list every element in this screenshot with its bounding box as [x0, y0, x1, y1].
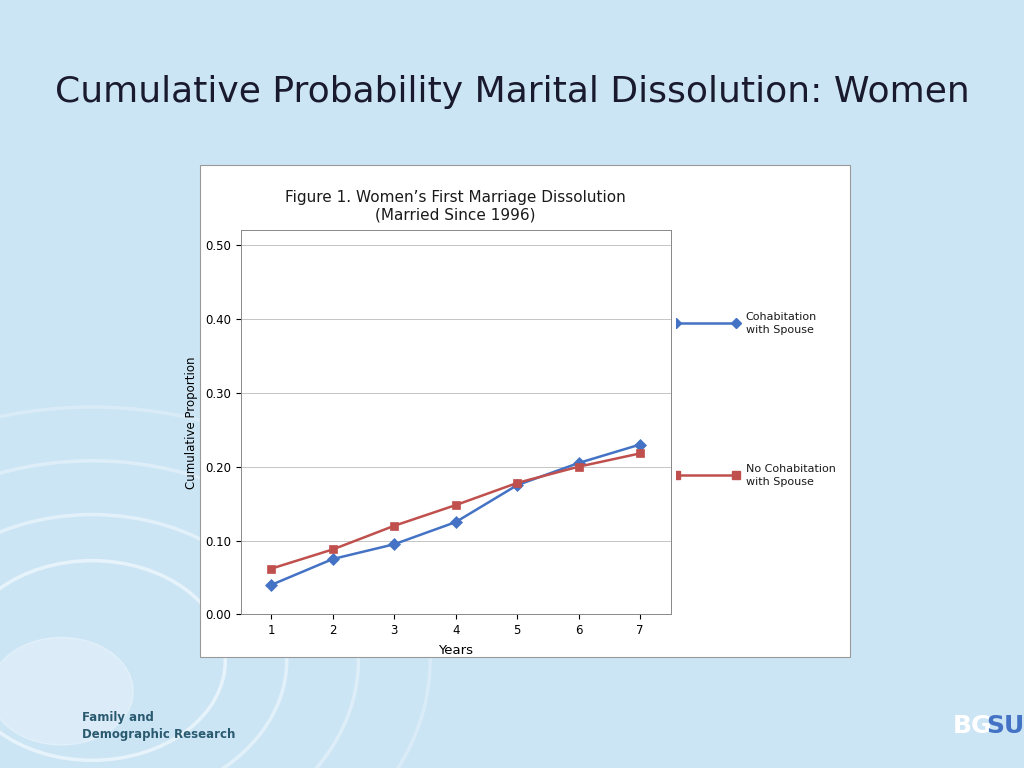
Text: Cohabitation
with Spouse: Cohabitation with Spouse: [745, 312, 817, 335]
Text: No Cohabitation
with Spouse: No Cohabitation with Spouse: [745, 464, 836, 487]
X-axis label: Years: Years: [438, 644, 473, 657]
Text: BG: BG: [952, 713, 992, 738]
Text: Family and
Demographic Research: Family and Demographic Research: [82, 710, 236, 741]
Text: Cumulative Probability Marital Dissolution: Women: Cumulative Probability Marital Dissoluti…: [54, 75, 970, 109]
Title: Figure 1. Women’s First Marriage Dissolution
(Married Since 1996): Figure 1. Women’s First Marriage Dissolu…: [286, 190, 626, 222]
Text: SU: SU: [986, 713, 1024, 738]
Y-axis label: Cumulative Proportion: Cumulative Proportion: [185, 356, 198, 488]
